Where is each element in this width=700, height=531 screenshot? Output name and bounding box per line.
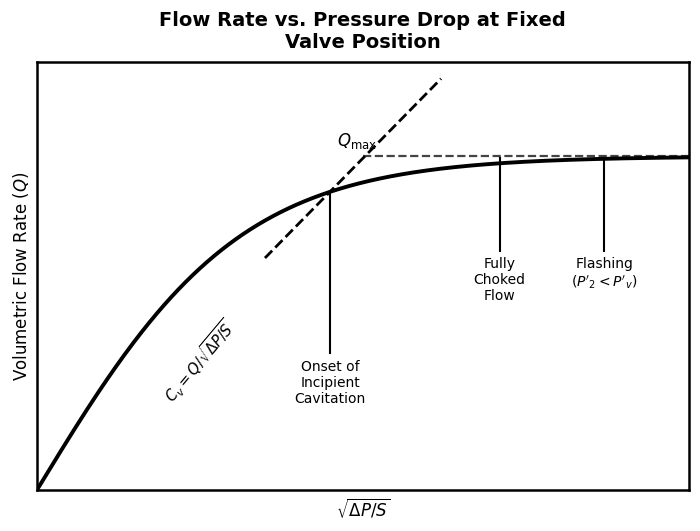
Text: Fully
Choked
Flow: Fully Choked Flow: [474, 257, 526, 303]
Text: Onset of
Incipient
Cavitation: Onset of Incipient Cavitation: [295, 360, 366, 406]
Title: Flow Rate vs. Pressure Drop at Fixed
Valve Position: Flow Rate vs. Pressure Drop at Fixed Val…: [160, 11, 566, 52]
Y-axis label: Volumetric Flow Rate $(Q)$: Volumetric Flow Rate $(Q)$: [11, 172, 31, 381]
Text: Flashing
$(P'_2<P'_v)$: Flashing $(P'_2<P'_v)$: [571, 257, 637, 291]
Text: $C_v = Q/\sqrt{\Delta P/S}$: $C_v = Q/\sqrt{\Delta P/S}$: [159, 316, 241, 407]
Text: $Q_{\mathrm{max}}$: $Q_{\mathrm{max}}$: [337, 131, 377, 151]
X-axis label: $\sqrt{\Delta P/S}$: $\sqrt{\Delta P/S}$: [335, 496, 390, 520]
